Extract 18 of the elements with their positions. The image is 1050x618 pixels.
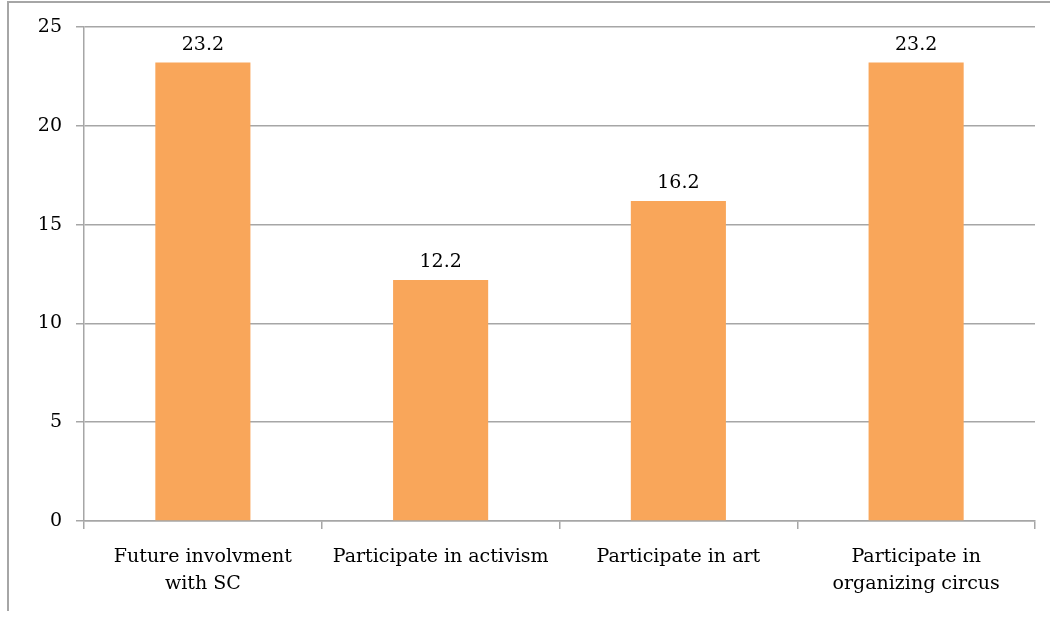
data-label: 23.2	[894, 32, 938, 55]
y-tick-label: 20	[37, 112, 62, 135]
y-tick-label: 25	[37, 13, 62, 36]
y-tick-label: 5	[49, 409, 62, 432]
x-tick-label: Participate in organizing circus	[832, 543, 1000, 594]
y-tick-label: 0	[49, 507, 62, 530]
x-tick-label: Participate in art	[596, 543, 761, 566]
bar	[155, 62, 251, 521]
bar	[868, 62, 964, 521]
x-tick-label: Future involvment with SC	[113, 543, 293, 594]
data-label: 23.2	[181, 32, 225, 55]
data-label: 12.2	[419, 249, 462, 272]
x-tick-label: Participate in activism	[332, 543, 549, 566]
bar	[630, 200, 726, 521]
y-tick-label: 10	[37, 310, 62, 333]
data-label: 16.2	[657, 170, 700, 193]
y-tick-label: 15	[37, 211, 62, 234]
bar	[393, 279, 489, 521]
